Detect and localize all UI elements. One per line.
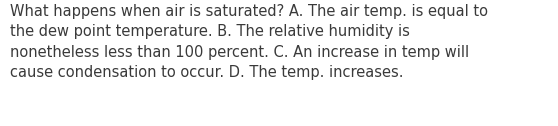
Text: What happens when air is saturated? A. The air temp. is equal to
the dew point t: What happens when air is saturated? A. T… [10, 4, 488, 80]
